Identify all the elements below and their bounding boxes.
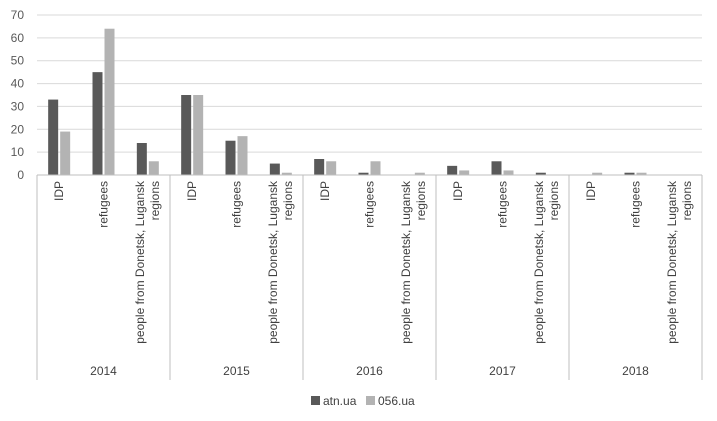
bar-056-ua	[503, 170, 514, 175]
bar-056-ua	[459, 170, 470, 175]
y-tick-label: 20	[11, 122, 25, 136]
y-tick-label: 10	[11, 145, 25, 159]
category-label: people from Donetsk, Luganskregions	[399, 180, 428, 344]
category-label: people from Donetsk, Luganskregions	[133, 180, 162, 344]
category-label: IDP	[451, 181, 465, 201]
bar-056-ua	[193, 95, 204, 175]
year-label: 2014	[90, 364, 117, 378]
bar-056-ua	[370, 161, 381, 175]
bar-atn-ua	[269, 163, 280, 175]
bar-056-ua	[326, 161, 337, 175]
y-tick-label: 0	[17, 168, 24, 182]
y-tick-label: 30	[11, 99, 25, 113]
legend-label: atn.ua	[323, 394, 357, 408]
x-axis: IDP refugees people from Donetsk, Luganskr…	[36, 174, 703, 380]
legend-swatch	[311, 396, 320, 405]
year-label: 2015	[223, 364, 250, 378]
bar-056-ua	[414, 172, 425, 175]
bars	[48, 28, 647, 176]
year-label: 2016	[356, 364, 383, 378]
legend: atn.ua 056.ua	[311, 394, 415, 408]
category-label: people from Donetsk, Luganskregions	[665, 180, 694, 344]
category-label: refugees	[496, 181, 510, 228]
category-label: IDP	[318, 181, 332, 201]
y-tick-label: 40	[11, 77, 25, 91]
year-label: 2018	[622, 364, 649, 378]
year-label: 2017	[489, 364, 516, 378]
bar-atn-ua	[136, 143, 147, 175]
bar-056-ua	[281, 172, 292, 175]
category-label: people from Donetsk, Luganskregions	[532, 180, 561, 344]
category-label: people from Donetsk, Luganskregions	[266, 180, 295, 344]
bar-056-ua	[237, 136, 248, 175]
category-label: refugees	[97, 181, 111, 228]
bar-056-ua	[592, 172, 603, 175]
gridlines	[37, 14, 702, 153]
legend-swatch	[366, 396, 375, 405]
bar-atn-ua	[358, 172, 369, 175]
bar-atn-ua	[225, 140, 236, 175]
category-label: refugees	[629, 181, 643, 228]
category-label: IDP	[584, 181, 598, 201]
bar-atn-ua	[92, 72, 103, 175]
bar-atn-ua	[491, 161, 502, 175]
y-tick-label: 70	[11, 8, 25, 22]
y-tick-label: 60	[11, 31, 25, 45]
bar-056-ua	[104, 28, 115, 176]
legend-label: 056.ua	[378, 394, 415, 408]
category-label: IDP	[52, 181, 66, 201]
bar-atn-ua	[48, 99, 59, 175]
bar-056-ua	[636, 172, 647, 175]
bar-atn-ua	[535, 172, 546, 175]
y-tick-label: 50	[11, 54, 25, 68]
bar-atn-ua	[314, 159, 325, 175]
bar-atn-ua	[181, 95, 192, 175]
category-label: refugees	[230, 181, 244, 228]
bar-056-ua	[148, 161, 159, 175]
category-label: IDP	[185, 181, 199, 201]
y-axis: 0 10 20 30 40 50 60 70	[11, 8, 25, 182]
bar-atn-ua	[447, 165, 458, 175]
category-label: refugees	[363, 181, 377, 228]
bar-atn-ua	[624, 172, 635, 175]
bar-056-ua	[60, 131, 71, 175]
